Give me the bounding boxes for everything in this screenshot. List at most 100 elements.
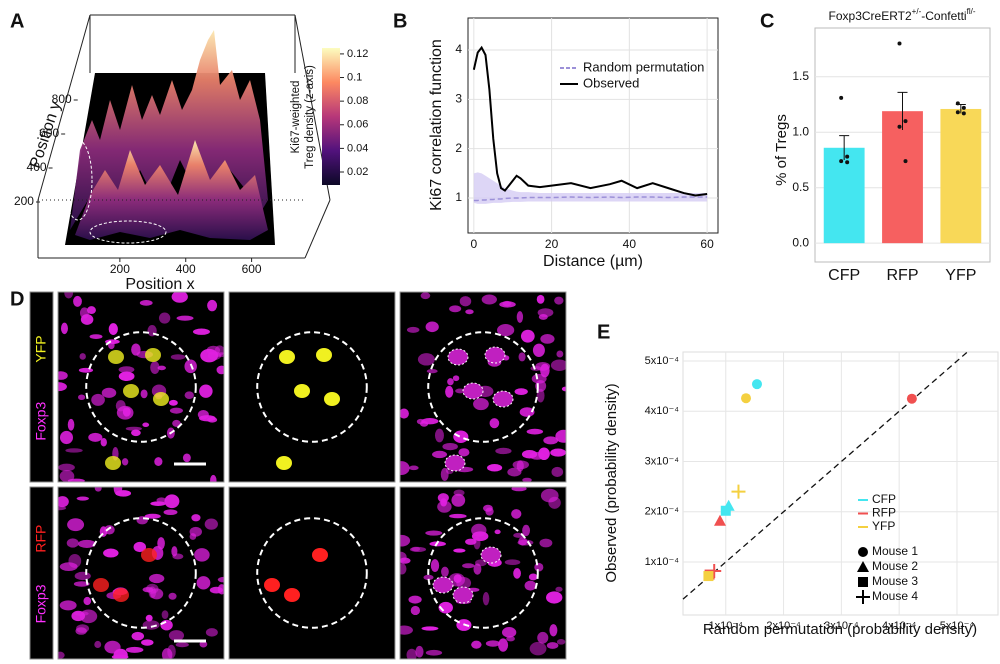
data-point bbox=[897, 124, 902, 129]
nucleus bbox=[536, 388, 545, 403]
cell-outline bbox=[447, 348, 469, 366]
nucleus bbox=[455, 388, 466, 394]
nucleus bbox=[66, 538, 79, 548]
nucleus bbox=[60, 322, 68, 335]
nucleus bbox=[411, 546, 421, 552]
panel-letter: E bbox=[597, 321, 610, 343]
bar bbox=[882, 111, 923, 244]
nucleus bbox=[64, 292, 74, 299]
nucleus bbox=[131, 429, 141, 437]
nucleus bbox=[555, 586, 563, 592]
colorbar-tick-label: 0.06 bbox=[347, 119, 368, 131]
marker bbox=[713, 514, 726, 526]
tile-border bbox=[399, 486, 567, 660]
nucleus bbox=[197, 410, 209, 420]
nucleus bbox=[168, 399, 178, 406]
nucleus bbox=[118, 366, 135, 373]
roi-circle bbox=[427, 517, 539, 629]
nucleus bbox=[499, 301, 516, 308]
nucleus bbox=[94, 487, 102, 492]
nucleus bbox=[58, 505, 67, 511]
nucleus bbox=[423, 574, 434, 581]
error-bar bbox=[839, 135, 850, 160]
nucleus bbox=[481, 294, 497, 305]
nucleus bbox=[447, 378, 454, 386]
nucleus bbox=[537, 631, 549, 644]
legend-label: Mouse 2 bbox=[872, 559, 918, 573]
legend-label: Random permutation bbox=[583, 59, 704, 74]
panel-letter: B bbox=[393, 10, 407, 32]
x-tick-label: 40 bbox=[623, 237, 637, 251]
nucleus bbox=[142, 422, 150, 428]
nucleus bbox=[489, 418, 500, 429]
nucleus bbox=[550, 448, 566, 457]
nucleus bbox=[103, 548, 119, 558]
nucleus bbox=[452, 375, 460, 382]
legend-label: Mouse 1 bbox=[872, 544, 918, 558]
marker bbox=[741, 393, 751, 404]
micrograph bbox=[400, 487, 566, 659]
tile-border bbox=[57, 486, 225, 660]
colorbar-label: Treg density (z-axis) bbox=[304, 65, 316, 169]
y-tick-label: 4x10⁻⁴ bbox=[645, 405, 680, 417]
x-axis-label: Distance (µm) bbox=[543, 253, 643, 270]
nucleus bbox=[543, 436, 559, 445]
micrograph bbox=[58, 292, 224, 482]
nucleus bbox=[91, 393, 105, 406]
nucleus bbox=[94, 640, 102, 648]
nucleus bbox=[58, 463, 75, 472]
nucleus bbox=[400, 534, 411, 547]
nucleus bbox=[59, 470, 75, 482]
cell-outline bbox=[452, 586, 474, 604]
nucleus bbox=[546, 591, 563, 604]
nucleus bbox=[171, 546, 178, 557]
nucleus bbox=[487, 464, 503, 472]
nucleus bbox=[449, 305, 462, 313]
confidence-band bbox=[473, 172, 708, 204]
nucleus bbox=[108, 341, 115, 350]
nucleus bbox=[118, 371, 135, 382]
nucleus bbox=[168, 592, 177, 600]
nucleus bbox=[539, 538, 553, 548]
nucleus bbox=[58, 496, 69, 508]
nucleus bbox=[73, 295, 82, 307]
colorbar-tick-label: 0.08 bbox=[347, 95, 368, 107]
cell-outline bbox=[444, 454, 466, 472]
nucleus bbox=[471, 531, 489, 542]
nucleus bbox=[522, 524, 531, 537]
marker bbox=[703, 571, 714, 582]
nucleus bbox=[497, 324, 515, 337]
colorbar-tick-label: 0.02 bbox=[347, 166, 368, 178]
nucleus bbox=[485, 640, 501, 647]
nucleus bbox=[524, 580, 537, 591]
data-point bbox=[839, 95, 844, 100]
nucleus bbox=[189, 526, 202, 537]
nucleus bbox=[519, 407, 535, 417]
nucleus bbox=[473, 398, 489, 411]
data-point bbox=[955, 101, 960, 106]
nucleus bbox=[75, 627, 87, 635]
nucleus bbox=[131, 631, 145, 641]
nucleus bbox=[432, 450, 448, 459]
reporter-cell bbox=[153, 392, 169, 406]
micrograph bbox=[58, 487, 224, 659]
nucleus bbox=[550, 359, 566, 371]
nucleus bbox=[485, 507, 494, 516]
x-tick-label: 60 bbox=[700, 237, 714, 251]
nucleus bbox=[434, 428, 444, 443]
data-point bbox=[903, 159, 908, 164]
nucleus bbox=[76, 496, 89, 501]
nucleus bbox=[410, 605, 421, 616]
nucleus bbox=[528, 573, 538, 581]
reporter-cell bbox=[312, 548, 328, 562]
nucleus bbox=[71, 610, 86, 622]
colorbar-tick-label: 0.04 bbox=[347, 142, 368, 154]
x-tick-label: 3x10⁻⁴ bbox=[824, 620, 859, 632]
stain-label: Foxp3 bbox=[33, 584, 49, 623]
nucleus bbox=[140, 389, 148, 399]
y-tick-label: 2 bbox=[455, 141, 462, 155]
nucleus bbox=[516, 460, 524, 472]
nucleus bbox=[441, 566, 449, 577]
micrograph bbox=[229, 487, 395, 659]
micrograph-panel: Foxp3 YFP Foxp3 RFP bbox=[29, 291, 567, 660]
